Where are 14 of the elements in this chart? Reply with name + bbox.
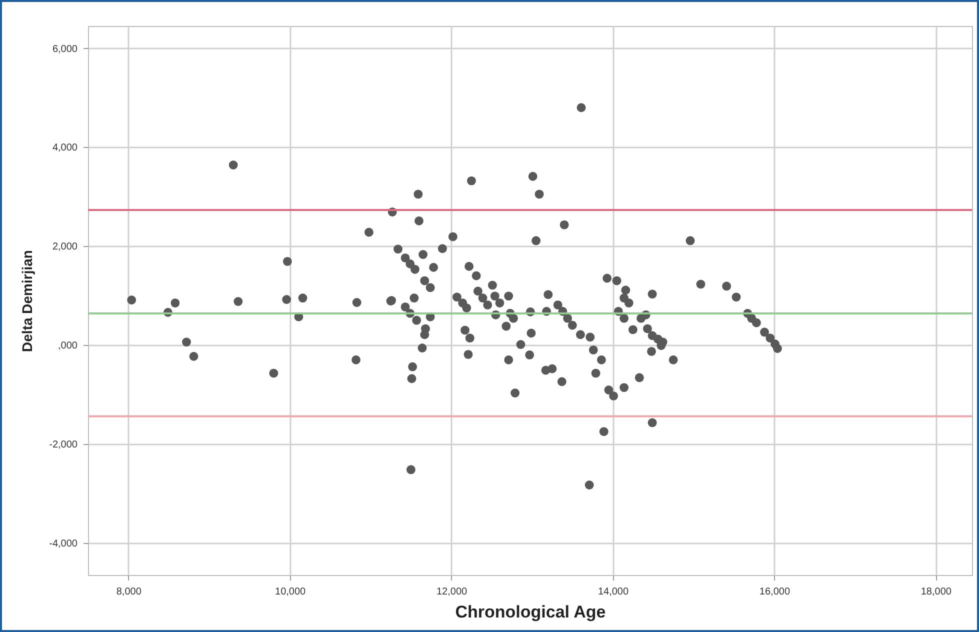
y-axis-title: Delta Demirjian: [19, 250, 36, 352]
x-tick-label: 16,000: [759, 586, 790, 598]
y-tick-label: 2,000: [52, 242, 78, 253]
y-tick-label: ,000: [58, 340, 78, 352]
y-tick-label: 4,000: [52, 142, 78, 154]
x-tick-label: 12,000: [436, 586, 468, 598]
x-tick-label: 18,000: [920, 586, 952, 598]
y-tick-label: 6,000: [52, 44, 78, 55]
x-tick-label: 8,000: [116, 586, 142, 598]
x-tick-label: 14,000: [598, 586, 629, 598]
y-tick-label: -4,000: [49, 538, 78, 550]
y-tick-label: -2,000: [49, 439, 78, 450]
x-tick-label: 10,000: [275, 586, 306, 598]
x-axis-title: Chronological Age: [455, 602, 606, 622]
